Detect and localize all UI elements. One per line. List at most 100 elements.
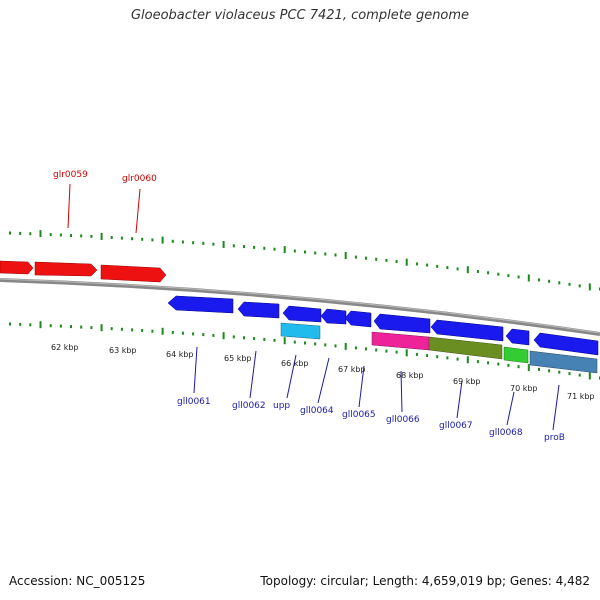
minor-tick bbox=[232, 335, 235, 339]
major-tick bbox=[283, 246, 286, 254]
minor-tick bbox=[110, 327, 113, 331]
kbp-label-62: 62 kbp bbox=[51, 343, 79, 352]
gene-arrow-gll0067 bbox=[430, 319, 504, 342]
minor-tick bbox=[202, 241, 205, 245]
kbp-label-68: 68 kbp bbox=[396, 371, 424, 380]
minor-tick bbox=[324, 252, 327, 256]
feature-upp bbox=[280, 322, 321, 340]
minor-tick bbox=[49, 233, 52, 237]
minor-tick bbox=[456, 267, 459, 271]
major-tick bbox=[466, 356, 469, 364]
minor-tick bbox=[29, 323, 32, 327]
minor-tick bbox=[446, 266, 449, 270]
minor-tick bbox=[568, 372, 571, 376]
minor-tick bbox=[487, 271, 490, 275]
minor-tick bbox=[253, 245, 256, 249]
minor-tick bbox=[324, 343, 327, 347]
minor-tick bbox=[141, 329, 144, 332]
minor-tick bbox=[395, 350, 398, 354]
minor-tick bbox=[446, 356, 449, 360]
minor-tick bbox=[192, 241, 195, 245]
minor-tick bbox=[395, 260, 398, 264]
kbp-label-63: 63 kbp bbox=[109, 346, 137, 355]
minor-tick bbox=[426, 354, 429, 357]
feature-gll0067 bbox=[428, 336, 503, 360]
major-tick bbox=[527, 274, 530, 282]
minor-tick bbox=[263, 337, 266, 341]
kbp-label-66: 66 kbp bbox=[281, 359, 309, 368]
minor-tick bbox=[151, 238, 154, 242]
minor-tick bbox=[365, 256, 367, 260]
minor-tick bbox=[131, 237, 134, 241]
major-tick bbox=[161, 236, 164, 244]
minor-tick bbox=[538, 278, 540, 282]
minor-tick bbox=[253, 337, 256, 341]
tick-marks bbox=[9, 230, 600, 380]
minor-tick bbox=[304, 341, 306, 345]
minor-tick bbox=[314, 342, 317, 346]
minor-tick bbox=[375, 348, 378, 352]
minor-tick bbox=[202, 333, 205, 337]
minor-tick bbox=[354, 255, 357, 259]
kbp-label-70: 70 kbp bbox=[510, 384, 538, 393]
gene-arrow-gll0068 bbox=[505, 328, 530, 346]
genome-summary-text: Topology: circular; Length: 4,659,019 bp… bbox=[260, 574, 590, 588]
minor-tick bbox=[90, 326, 93, 330]
minor-tick bbox=[568, 282, 571, 286]
minor-tick bbox=[141, 237, 144, 241]
minor-tick bbox=[120, 327, 123, 331]
gene-label-gll0068: gll0068 bbox=[489, 428, 523, 438]
major-tick bbox=[466, 266, 469, 274]
minor-tick bbox=[110, 236, 113, 239]
gene-label-gll0067: gll0067 bbox=[439, 421, 473, 431]
gene-label-gll0061: gll0061 bbox=[177, 397, 211, 407]
major-tick bbox=[222, 241, 225, 248]
gene-arrow-gll0061 bbox=[167, 295, 234, 314]
minor-tick bbox=[415, 262, 418, 266]
minor-tick bbox=[497, 272, 500, 276]
major-tick bbox=[39, 230, 42, 238]
minor-tick bbox=[59, 233, 62, 237]
minor-tick bbox=[263, 246, 266, 250]
major-tick bbox=[527, 364, 530, 372]
minor-tick bbox=[212, 333, 215, 337]
gene-label-gll0065: gll0065 bbox=[342, 410, 376, 420]
minor-tick bbox=[334, 253, 337, 257]
minor-tick bbox=[19, 322, 22, 326]
minor-tick bbox=[19, 231, 22, 235]
gene-label-gll0066: gll0066 bbox=[386, 415, 420, 425]
minor-tick bbox=[548, 279, 551, 283]
minor-tick bbox=[232, 244, 235, 248]
gene-label-proB: proB bbox=[544, 433, 565, 443]
minor-tick bbox=[385, 258, 388, 262]
minor-tick bbox=[426, 263, 429, 267]
feature-gll0068 bbox=[503, 346, 529, 364]
minor-tick bbox=[538, 367, 540, 371]
minor-tick bbox=[293, 340, 296, 344]
minor-tick bbox=[548, 369, 551, 373]
minor-tick bbox=[558, 281, 561, 285]
minor-tick bbox=[456, 357, 459, 361]
reverse-genes bbox=[167, 295, 599, 356]
gene-label-glr0060: glr0060 bbox=[122, 174, 157, 184]
minor-tick bbox=[507, 274, 510, 278]
feature-tracks bbox=[280, 322, 598, 374]
major-tick bbox=[588, 283, 591, 291]
minor-tick bbox=[90, 234, 93, 238]
forward-genes bbox=[0, 260, 167, 283]
minor-tick bbox=[131, 328, 134, 332]
minor-tick bbox=[578, 373, 581, 377]
minor-tick bbox=[354, 346, 357, 350]
minor-tick bbox=[171, 331, 174, 334]
minor-tick bbox=[70, 325, 72, 329]
major-tick bbox=[588, 372, 591, 380]
major-tick bbox=[283, 337, 286, 345]
minor-tick bbox=[293, 249, 296, 253]
gene-arrow-gll0062 bbox=[237, 301, 280, 319]
gene-arrow-gll0064 bbox=[320, 308, 347, 325]
major-tick bbox=[222, 332, 225, 340]
minor-tick bbox=[578, 284, 581, 288]
minor-tick bbox=[273, 247, 276, 251]
minor-tick bbox=[29, 232, 32, 236]
